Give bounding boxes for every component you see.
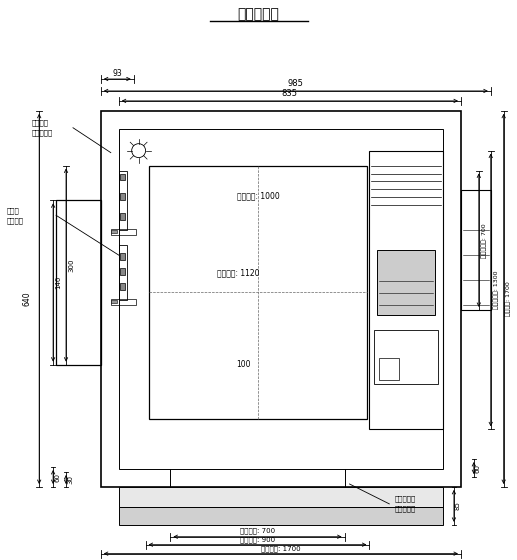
Text: 60: 60: [54, 473, 60, 482]
Bar: [119, 171, 127, 230]
Bar: [101, 111, 461, 487]
Bar: [374, 330, 438, 385]
Bar: [111, 229, 135, 235]
Text: 随行电: 随行电: [6, 207, 19, 214]
Bar: [120, 253, 125, 260]
Text: 井道净宽: 1700: 井道净宽: 1700: [261, 545, 301, 552]
Bar: [119, 487, 443, 507]
Text: 835: 835: [282, 90, 298, 99]
Text: 60: 60: [475, 464, 481, 473]
Text: 300: 300: [68, 258, 74, 272]
Bar: [461, 190, 491, 310]
Bar: [119, 245, 127, 300]
Text: 93: 93: [112, 68, 122, 77]
Text: 140: 140: [55, 276, 61, 289]
Text: 100: 100: [236, 360, 250, 369]
Text: 85: 85: [455, 501, 461, 510]
Text: 轿厢净深: 1120: 轿厢净深: 1120: [217, 268, 260, 277]
Bar: [379, 358, 399, 380]
Text: 轿厢净宽: 1000: 轿厢净宽: 1000: [237, 191, 279, 200]
Bar: [120, 283, 125, 290]
Bar: [377, 250, 435, 315]
Bar: [120, 174, 125, 180]
Text: 640: 640: [23, 292, 32, 306]
Bar: [111, 299, 135, 305]
Bar: [148, 166, 368, 419]
Text: 由客户自理: 由客户自理: [394, 506, 416, 512]
Text: 由客户自理: 由客户自理: [31, 129, 53, 136]
Bar: [119, 507, 443, 525]
Text: 对重导轨距: 700: 对重导轨距: 700: [481, 223, 486, 258]
Bar: [370, 151, 443, 430]
Bar: [111, 300, 117, 303]
Bar: [120, 213, 125, 220]
Text: 轿厢导轨距: 1300: 轿厢导轨距: 1300: [493, 270, 498, 309]
Text: 混凝土填充: 混凝土填充: [394, 496, 416, 502]
Text: 井道平面图: 井道平面图: [237, 7, 279, 21]
Text: 开门宽度: 700: 开门宽度: 700: [240, 528, 275, 534]
Bar: [120, 268, 125, 275]
Text: 门洞宽度: 900: 门洞宽度: 900: [240, 536, 275, 543]
Text: 985: 985: [288, 80, 303, 88]
Bar: [111, 230, 117, 233]
Bar: [56, 200, 101, 365]
Bar: [120, 193, 125, 200]
Text: 缆固定座: 缆固定座: [6, 217, 23, 223]
Text: 井道照明: 井道照明: [31, 119, 48, 126]
Bar: [119, 129, 443, 469]
Text: 井道净深: 1700: 井道净深: 1700: [506, 282, 511, 316]
Text: 30: 30: [67, 475, 73, 484]
